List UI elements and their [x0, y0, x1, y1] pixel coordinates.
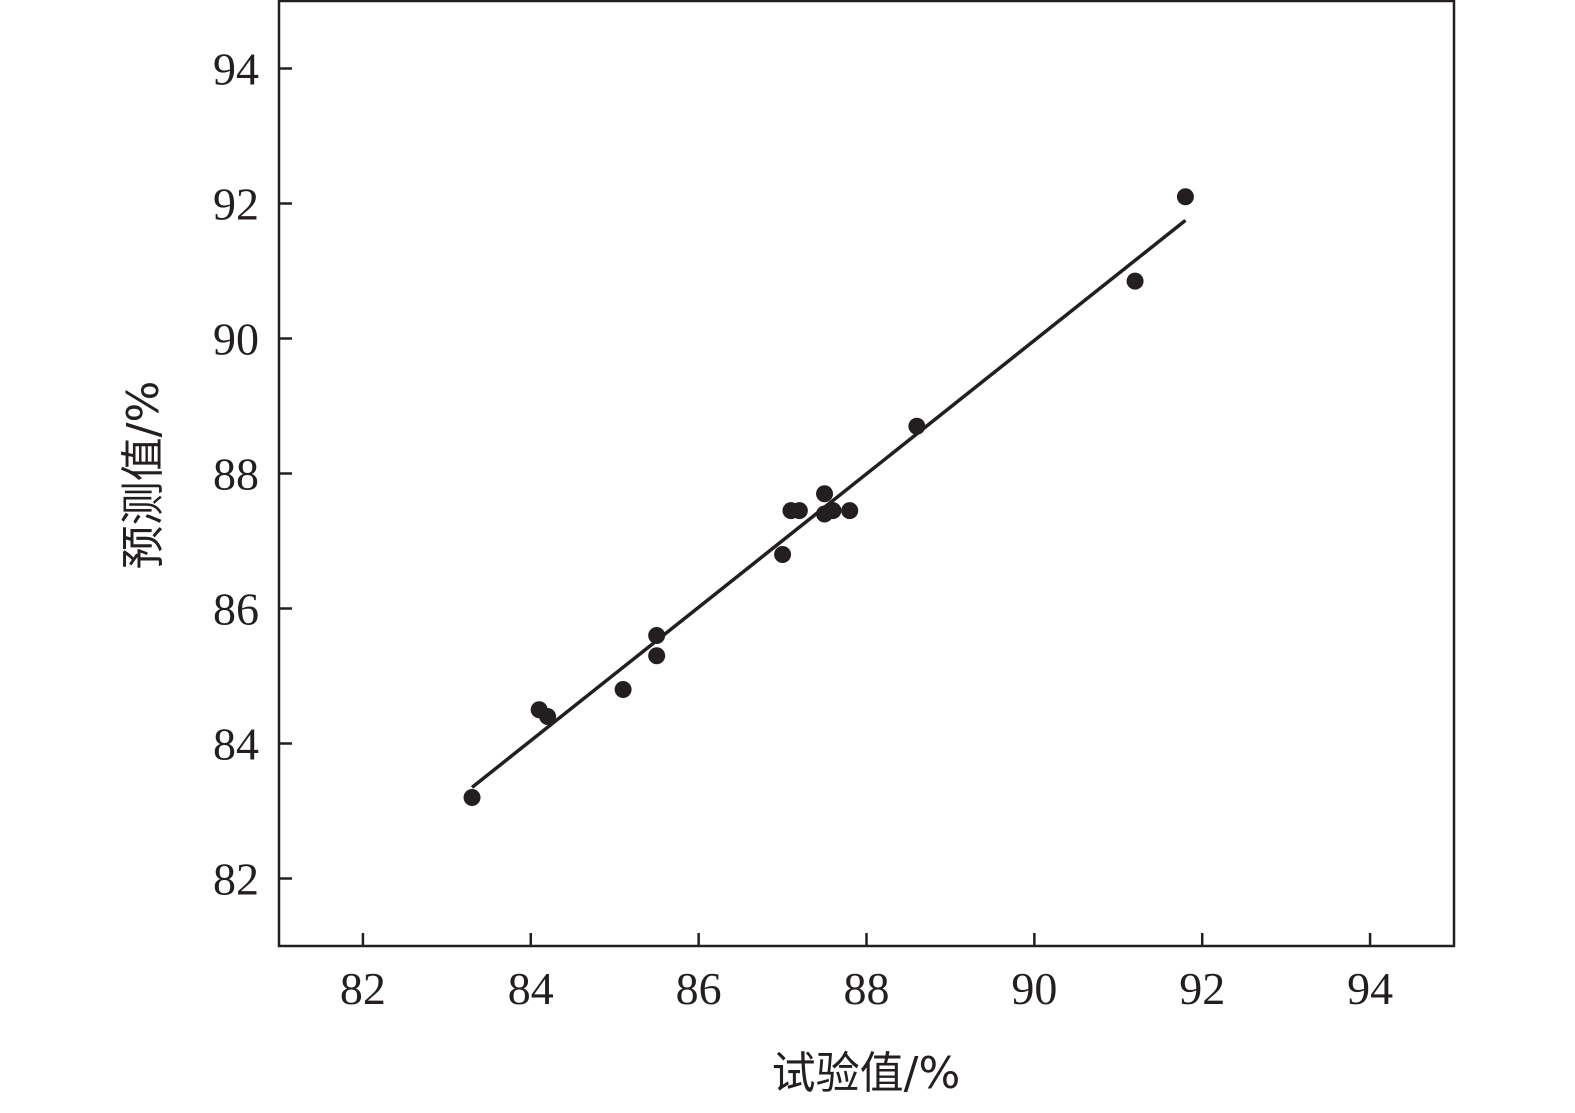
data-point	[539, 708, 557, 725]
data-point	[648, 647, 666, 665]
x-tick-label: 88	[844, 963, 890, 1014]
data-point	[816, 485, 834, 503]
x-axis-title: 试验值/%	[772, 1048, 961, 1099]
y-tick-label: 94	[213, 44, 259, 95]
y-axis-title: 预测值/%	[118, 381, 169, 570]
data-point	[463, 789, 481, 806]
y-tick-label: 88	[213, 449, 259, 500]
y-tick-label: 92	[213, 179, 259, 230]
data-point	[841, 502, 859, 520]
y-tick-label: 90	[213, 314, 259, 365]
x-tick-label: 92	[1179, 963, 1225, 1014]
data-point	[1126, 272, 1144, 290]
data-point	[774, 546, 792, 563]
y-tick-label: 86	[213, 584, 259, 635]
data-point	[1176, 188, 1194, 206]
data-point	[908, 417, 926, 435]
data-point	[614, 681, 632, 698]
data-point	[824, 502, 842, 520]
y-tick-label: 84	[213, 719, 259, 770]
x-tick-label: 90	[1011, 963, 1057, 1014]
data-point	[648, 627, 666, 644]
x-tick-label: 84	[508, 963, 554, 1014]
x-axis-ticks: 82 84 86 88 90 92 94	[340, 933, 1393, 1014]
x-tick-label: 86	[676, 963, 722, 1014]
y-tick-label: 82	[213, 854, 259, 905]
x-tick-label: 82	[340, 963, 386, 1014]
data-point	[790, 502, 808, 520]
data-points	[463, 188, 1194, 806]
y-axis-ticks: 82 84 86 88 90 92 94	[213, 44, 292, 905]
x-tick-label: 94	[1347, 963, 1393, 1014]
